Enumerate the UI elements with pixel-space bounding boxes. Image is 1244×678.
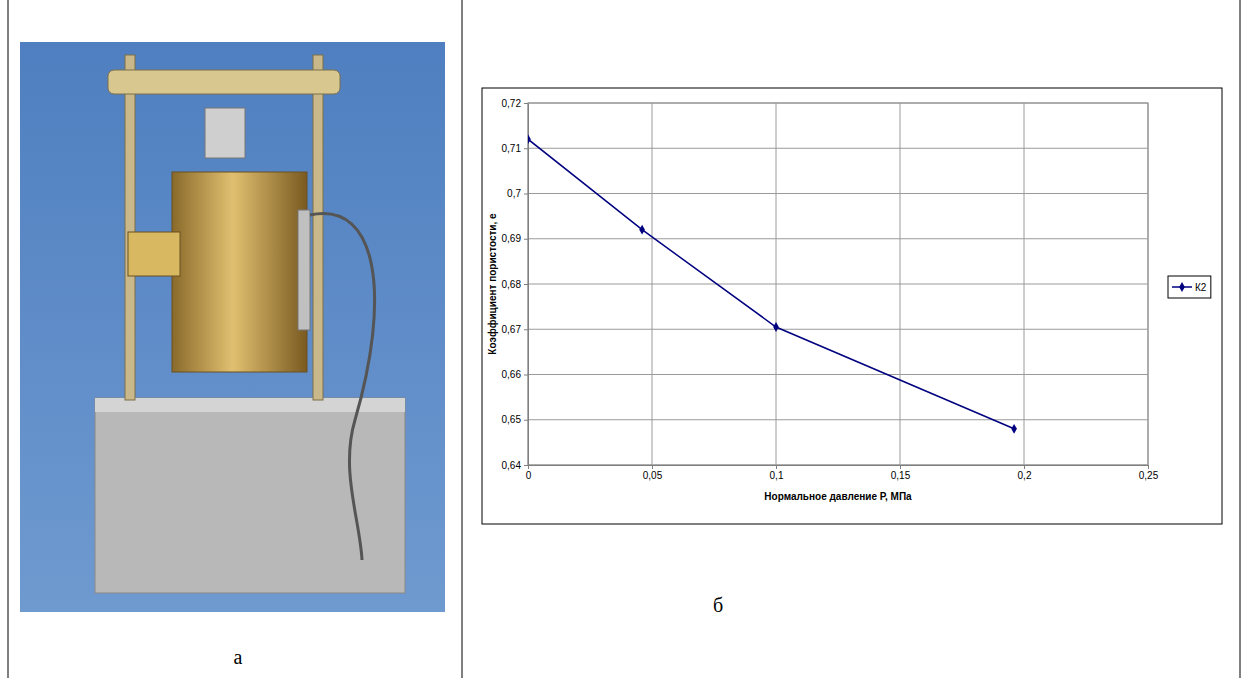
grid-line-y: [528, 284, 1148, 285]
panel-label: б: [713, 594, 723, 616]
legend-label: К2: [1195, 282, 1207, 293]
x-axis: 0 0,05 0,1 0,15 0,2 0,25: [526, 465, 1159, 481]
series-marker: [1011, 424, 1017, 434]
device-base: [95, 398, 405, 593]
tick-label: 0,1: [770, 470, 784, 481]
tick: 0,1: [770, 465, 784, 481]
tick-label: 0,67: [502, 324, 522, 335]
tick-label: 0,15: [891, 470, 911, 481]
tick: 0,69: [502, 233, 528, 244]
tick-label: 0,7: [507, 188, 521, 199]
table-frame: [8, 0, 1240, 678]
y-axis-title: Коэффициент пористости, е: [487, 213, 498, 355]
legend-marker: [1179, 282, 1185, 292]
tick: 0,67: [502, 324, 528, 335]
tick-mark: [1148, 465, 1149, 469]
tick-mark: [524, 284, 528, 285]
series-marker: [528, 134, 531, 144]
tick-mark: [524, 329, 528, 330]
grid-line-y: [528, 419, 1148, 420]
tick: 0,05: [643, 465, 663, 481]
tick: 0,2: [1018, 465, 1032, 481]
tick-label: 0,66: [502, 369, 522, 380]
chart-frame: [482, 88, 1222, 524]
tick-mark: [524, 420, 528, 421]
series-marker: [773, 322, 779, 332]
tick: 0,68: [502, 279, 528, 290]
grid-line-y: [528, 103, 1148, 104]
tick-mark: [524, 375, 528, 376]
panel-label: а: [234, 646, 243, 668]
device-rod: [125, 55, 135, 400]
figure: 00,050,10,150,20,250,640,650,660,670,680…: [0, 0, 1244, 678]
series-line: [528, 139, 1014, 429]
tick-mark: [528, 465, 529, 469]
table-border: [8, 0, 9, 678]
device-top-bar: [108, 70, 340, 94]
tick-label: 0,25: [1139, 470, 1159, 481]
axis-line: [529, 465, 1149, 466]
tick-mark: [524, 194, 528, 195]
tick-label: 0,65: [502, 414, 522, 425]
plot-marks: [528, 134, 1017, 433]
tick: 0,65: [502, 414, 528, 425]
tick-label: 0,72: [502, 98, 522, 109]
tick: 0,64: [502, 460, 528, 471]
table-border: [1240, 0, 1241, 678]
device-cable: [310, 214, 375, 560]
tick-label: 0,64: [502, 460, 522, 471]
tick-mark: [524, 103, 528, 104]
photo-background: [20, 42, 445, 612]
grid-line-y: [528, 374, 1148, 375]
device-side-block: [128, 232, 180, 276]
series-marker: [639, 225, 645, 235]
tick-mark: [1024, 465, 1025, 469]
tick-label: 0,69: [502, 233, 522, 244]
device-photo: [20, 42, 445, 612]
tick: 0,15: [891, 465, 911, 481]
legend: К2: [1168, 276, 1211, 298]
tick: 0,7: [507, 188, 528, 199]
tick: 0,66: [502, 369, 528, 380]
tick-mark: [900, 465, 901, 469]
tick: 0,25: [1139, 465, 1159, 481]
device-sensor: [205, 108, 245, 158]
grid-line-y: [528, 193, 1148, 194]
tick-mark: [652, 465, 653, 469]
tick: 0,71: [502, 143, 528, 154]
grid-line-y: [528, 465, 1148, 466]
device-rod: [313, 55, 323, 400]
tick-label: 0,2: [1018, 470, 1032, 481]
tick: 0: [526, 465, 532, 481]
tick-label: 0,71: [502, 143, 522, 154]
grid: [528, 103, 1148, 465]
grid-line-y: [528, 238, 1148, 239]
tick-label: 0: [526, 470, 532, 481]
table-border: [462, 0, 463, 678]
legend-box: [1168, 276, 1211, 298]
tick-label: 0,05: [643, 470, 663, 481]
tick-mark: [524, 239, 528, 240]
grid-line-y: [528, 329, 1148, 330]
plot-area: [528, 103, 1148, 465]
x-axis-title: Нормальное давление Р, МПа: [764, 491, 912, 502]
device-cylinder: [172, 172, 307, 372]
tick-label: 0,68: [502, 279, 522, 290]
device-indicator: [298, 210, 310, 330]
y-axis: 0,64 0,65 0,66 0,67 0,68 0,69 0,7 0,71 0,72: [502, 98, 529, 471]
grid-line-y: [528, 148, 1148, 149]
tick-mark: [776, 465, 777, 469]
tick: 0,72: [502, 98, 528, 109]
tick-mark: [524, 465, 528, 466]
axis-line: [528, 104, 529, 466]
tick-mark: [524, 148, 528, 149]
